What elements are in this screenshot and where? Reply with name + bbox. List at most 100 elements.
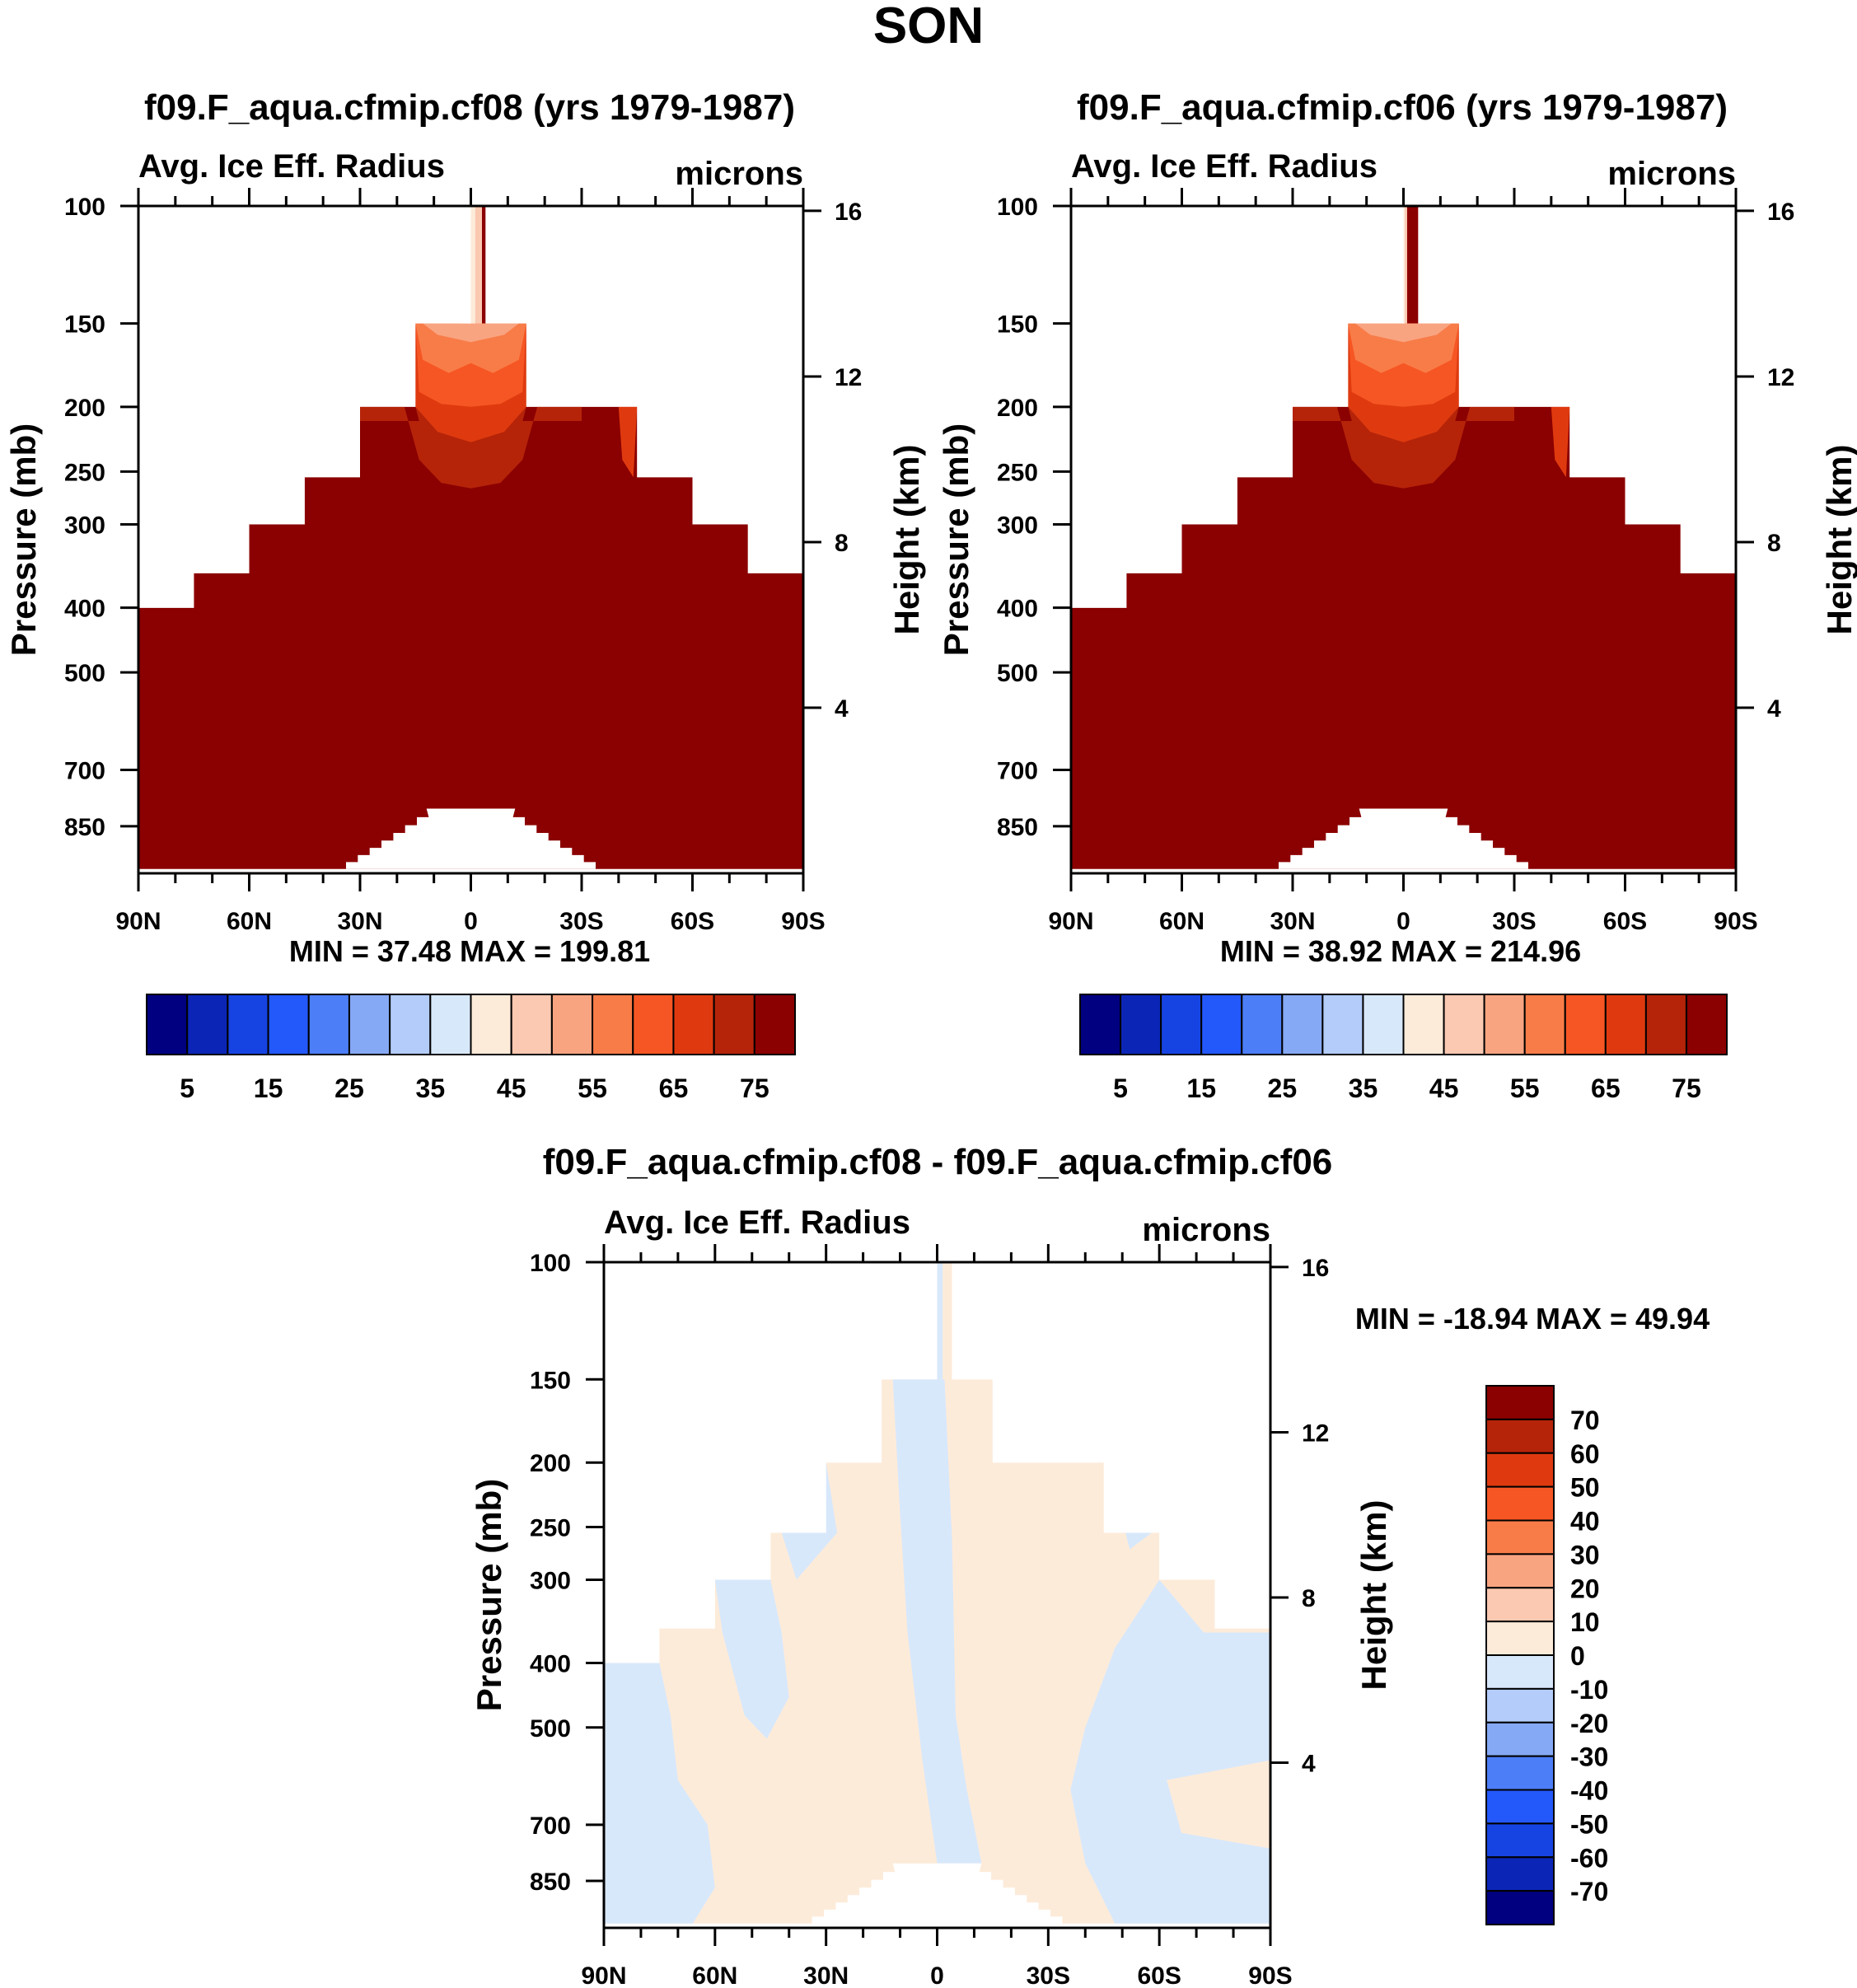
y-tick-label: 300 <box>530 1568 571 1595</box>
colorbar-label: 60 <box>1570 1439 1600 1469</box>
y-tick-label: 250 <box>530 1515 571 1542</box>
colorbar-label: 65 <box>659 1074 689 1103</box>
x-tick-label: 30S <box>1027 1962 1070 1988</box>
colorbar-box <box>1160 994 1203 1055</box>
y2-tick-label: 4 <box>1767 695 1781 723</box>
negative-region <box>1070 1579 1270 1924</box>
panel-cf08: f09.F_aqua.cfmip.cf08 (yrs 1979-1987) Av… <box>4 87 926 1103</box>
negative-region <box>714 1579 789 1739</box>
colorbar-label: 55 <box>578 1074 607 1103</box>
colorbar-box <box>1241 994 1284 1055</box>
y-axis-title: Pressure (mb) <box>937 423 975 656</box>
colorbar-box <box>470 994 512 1055</box>
y-tick-label: 850 <box>64 814 105 841</box>
colorbar-label: 5 <box>180 1074 194 1103</box>
x-tick-label: 90N <box>1048 908 1093 935</box>
y-axis-title: Pressure (mb) <box>470 1479 508 1711</box>
x-tick-label: 60S <box>1603 908 1647 935</box>
y-tick-label: 400 <box>997 596 1038 623</box>
y-tick-label: 300 <box>64 512 105 539</box>
x-tick-label: 30S <box>1492 908 1536 935</box>
plot-area: 100 150 200 250 300 400 500 700 850 16 12 8 4 90N 60N 3… <box>937 188 1857 935</box>
colorbar-box <box>227 994 269 1055</box>
colorbar-label: 45 <box>497 1074 526 1103</box>
colorbar-label: 40 <box>1570 1507 1600 1537</box>
colorbar-box <box>1644 994 1687 1055</box>
colorbar-label: -40 <box>1570 1776 1608 1806</box>
colorbar-label: 75 <box>1672 1074 1701 1103</box>
colorbar: 5 15 25 35 45 55 65 75 <box>146 994 796 1103</box>
colorbar-box <box>1485 1789 1555 1825</box>
x-tick-label: 0 <box>464 908 478 935</box>
y2-tick-label: 4 <box>1302 1750 1316 1777</box>
colorbar-box <box>1362 994 1405 1055</box>
colorbar-box <box>713 994 755 1055</box>
colorbar-box <box>1485 1621 1555 1656</box>
y2-tick-label: 16 <box>1302 1255 1329 1282</box>
y-tick-label: 300 <box>997 512 1038 539</box>
y-tick-label: 150 <box>64 311 105 339</box>
colorbar-label: 50 <box>1570 1473 1600 1503</box>
side-patch <box>618 406 638 478</box>
x-tick-label: 60N <box>227 908 272 935</box>
y-tick-label: 850 <box>530 1869 571 1896</box>
left-string: Avg. Ice Eff. Radius <box>1071 148 1378 185</box>
colorbar-box <box>1485 1755 1555 1791</box>
x-tick-label: 0 <box>930 1962 944 1988</box>
y-tick-label: 500 <box>997 660 1038 687</box>
plot-area: 100 150 200 250 300 400 500 700 850 16 12 8 4 90N 60N 3… <box>470 1244 1393 1988</box>
field <box>138 206 803 869</box>
stats: MIN = 37.48 MAX = 199.81 <box>289 934 650 968</box>
x-tick-label: 30N <box>337 908 382 935</box>
y-tick-label: 200 <box>997 395 1038 422</box>
y-tick-label: 150 <box>997 311 1038 339</box>
x-tick-label: 30N <box>803 1962 849 1988</box>
right-string: microns <box>1142 1212 1270 1248</box>
y2-tick-label: 8 <box>1302 1585 1316 1612</box>
colorbar-box <box>186 994 229 1055</box>
colorbar-box <box>1485 1485 1555 1522</box>
colorbar-box <box>1485 1519 1555 1555</box>
panel-title: f09.F_aqua.cfmip.cf08 (yrs 1979-1987) <box>144 87 795 128</box>
colorbar-label: 25 <box>334 1074 364 1103</box>
x-tick-label: 60N <box>692 1962 737 1988</box>
colorbar-label: 5 <box>1113 1074 1128 1103</box>
colorbar-label: 35 <box>416 1074 446 1103</box>
y2-axis-title: Height (km) <box>887 445 926 635</box>
blank-top <box>138 206 803 608</box>
colorbar-label: -10 <box>1570 1675 1608 1705</box>
colorbar-box <box>1485 1856 1555 1892</box>
surface-gap <box>334 808 608 869</box>
panel-diff: f09.F_aqua.cfmip.cf08 - f09.F_aqua.cfmip… <box>470 1142 1710 1988</box>
shell <box>423 323 519 343</box>
y2-tick-label: 12 <box>1302 1420 1329 1447</box>
colorbar-box <box>1485 1587 1555 1623</box>
colorbar-box <box>550 994 594 1055</box>
y2-tick-label: 8 <box>835 530 849 557</box>
x-tick-label: 90S <box>781 908 825 935</box>
plot-area: 100 150 200 250 300 400 500 700 850 16 12 8 4 90N 60N 3… <box>4 188 926 935</box>
panel-title: f09.F_aqua.cfmip.cf06 (yrs 1979-1987) <box>1077 87 1728 128</box>
colorbar-box <box>510 994 553 1055</box>
x-tick-label: 60S <box>1137 1962 1181 1988</box>
colorbar-box <box>1485 1822 1555 1859</box>
x-tick-label: 90N <box>581 1962 626 1988</box>
colorbar: 5 15 25 35 45 55 65 75 <box>1079 994 1728 1103</box>
shell <box>1355 323 1452 343</box>
colorbar-box <box>267 994 310 1055</box>
y-tick-label: 100 <box>64 194 105 221</box>
y-tick-label: 400 <box>64 596 105 623</box>
x-tick-label: 90N <box>115 908 161 935</box>
x-tick-label: 0 <box>1396 908 1410 935</box>
y2-tick-label: 16 <box>835 199 862 226</box>
blank-top <box>604 1262 1270 1663</box>
panel-title: f09.F_aqua.cfmip.cf08 - f09.F_aqua.cfmip… <box>543 1142 1333 1182</box>
field-fill <box>1071 206 1736 869</box>
colorbar-label: 35 <box>1349 1074 1378 1103</box>
x-tick-label: 30S <box>559 908 603 935</box>
colorbar-box <box>1564 994 1607 1055</box>
colorbar-box <box>672 994 715 1055</box>
y2-tick-label: 16 <box>1767 199 1794 226</box>
colorbar-label: 20 <box>1570 1574 1600 1603</box>
